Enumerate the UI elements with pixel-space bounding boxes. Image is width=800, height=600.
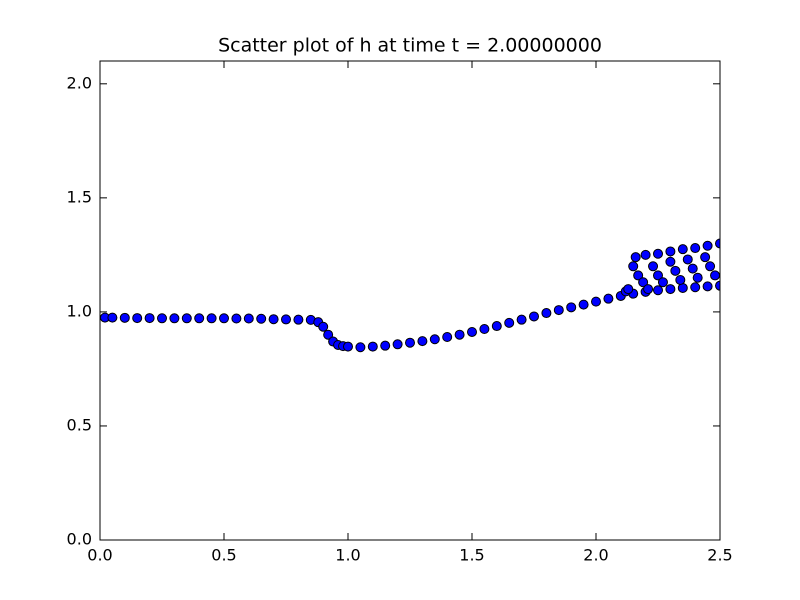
scatter-point: [665, 284, 676, 295]
scatter-point: [491, 321, 502, 332]
scatter-point: [553, 305, 564, 316]
scatter-point: [429, 334, 440, 345]
scatter-point: [702, 240, 713, 251]
scatter-point: [479, 324, 490, 335]
x-tick-label: 2.5: [707, 546, 732, 565]
scatter-point: [144, 313, 155, 324]
x-tick-label: 1.5: [459, 546, 484, 565]
scatter-point: [690, 282, 701, 293]
plot-frame: [99, 60, 721, 541]
scatter-point: [657, 277, 668, 288]
scatter-point: [194, 313, 205, 324]
scatter-point: [107, 312, 118, 323]
scatter-point: [541, 308, 552, 319]
scatter-point: [643, 284, 654, 295]
scatter-point: [566, 302, 577, 313]
scatter-point: [157, 313, 167, 324]
scatter-point: [231, 313, 242, 324]
scatter-point: [380, 340, 391, 351]
y-tick-label: 1.5: [67, 187, 92, 206]
scatter-point: [343, 341, 353, 352]
scatter-point: [700, 252, 711, 263]
scatter-point: [367, 341, 378, 352]
scatter-point: [256, 313, 267, 324]
scatter-point: [705, 261, 716, 272]
scatter-point: [442, 331, 453, 342]
scatter-point: [281, 314, 291, 325]
scatter-point: [392, 339, 403, 350]
scatter-point: [715, 238, 720, 249]
scatter-point: [355, 342, 366, 353]
scatter-point: [648, 261, 659, 272]
scatter-point: [653, 248, 663, 259]
scatter-point: [653, 270, 663, 281]
y-tick-label: 2.0: [67, 73, 92, 92]
scatter-point: [692, 272, 703, 283]
scatter-point: [516, 314, 527, 325]
scatter-point: [268, 314, 279, 325]
scatter-point: [454, 329, 465, 340]
scatter-point: [323, 329, 334, 340]
scatter-point: [653, 285, 663, 296]
scatter-point: [417, 336, 428, 347]
x-tick-label: 0.5: [211, 546, 236, 565]
scatter-point: [591, 296, 601, 307]
y-tick-label: 1.0: [67, 301, 92, 320]
scatter-point: [710, 270, 720, 281]
scatter-point: [633, 270, 644, 281]
scatter-point: [293, 314, 304, 325]
y-tick-label: 0.0: [67, 530, 92, 549]
scatter-point: [529, 311, 539, 322]
y-tick-label: 0.5: [67, 415, 92, 434]
scatter-point: [687, 263, 698, 274]
scatter-point: [682, 254, 693, 265]
scatter-point: [119, 312, 130, 323]
x-tick-label: 0.0: [87, 546, 112, 565]
scatter-point: [665, 246, 676, 257]
chart-title: Scatter plot of h at time t = 2.00000000: [218, 35, 602, 57]
scatter-point: [504, 317, 515, 328]
scatter-point: [628, 261, 639, 272]
scatter-point: [675, 274, 686, 285]
scatter-point: [578, 299, 589, 310]
scatter-point: [638, 277, 649, 288]
scatter-point: [405, 337, 415, 348]
x-tick-label: 1.0: [335, 546, 360, 565]
scatter-point: [702, 281, 713, 292]
x-tick-label: 2.0: [583, 546, 608, 565]
scatter-point: [690, 243, 701, 254]
scatter-point: [243, 313, 254, 324]
scatter-point: [132, 313, 143, 324]
scatter-point: [630, 252, 641, 263]
scatter-point: [670, 265, 681, 276]
scatter-point: [169, 313, 180, 324]
scatter-point: [318, 321, 329, 332]
scatter-point: [219, 313, 229, 324]
scatter-point: [467, 326, 477, 337]
plot-points: [100, 238, 720, 353]
scatter-point: [677, 244, 688, 255]
scatter-point: [181, 313, 192, 324]
scatter-point: [206, 313, 217, 324]
scatter-point: [715, 280, 720, 291]
scatter-point: [665, 256, 676, 267]
scatter-point: [640, 249, 651, 260]
scatter-point: [623, 284, 634, 295]
scatter-point: [603, 293, 614, 304]
